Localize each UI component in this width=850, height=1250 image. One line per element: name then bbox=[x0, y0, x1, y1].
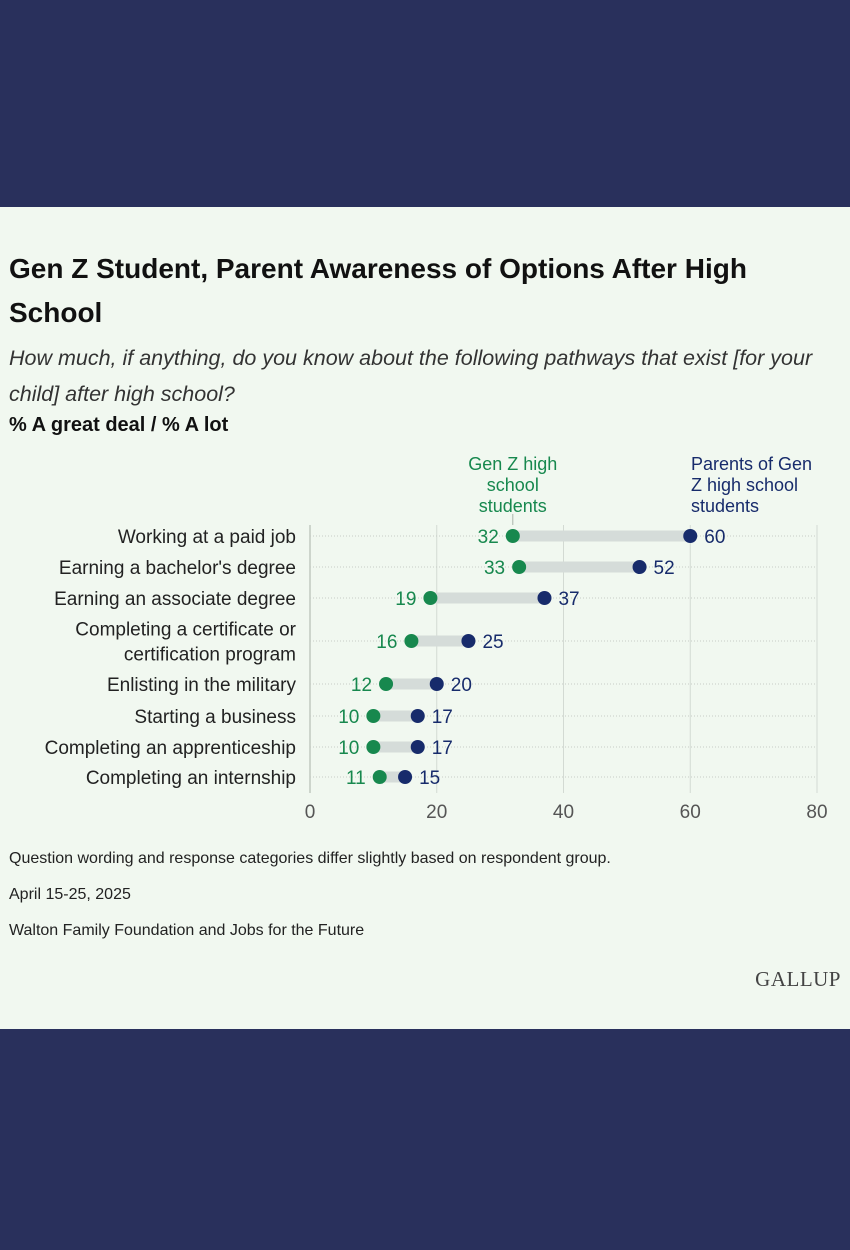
chart-title: Gen Z Student, Parent Awareness of Optio… bbox=[9, 253, 747, 328]
value-label-students: 10 bbox=[338, 738, 359, 759]
series-label-students: school bbox=[487, 475, 539, 495]
category-label: certification program bbox=[124, 645, 296, 666]
measure-label: % A great deal / % A lot bbox=[9, 414, 229, 436]
value-label-parents: 17 bbox=[432, 707, 453, 728]
category-label: Completing an internship bbox=[86, 768, 296, 789]
dot-students bbox=[404, 634, 419, 648]
x-tick-label: 60 bbox=[680, 802, 701, 823]
value-label-students: 12 bbox=[351, 675, 372, 696]
value-label-parents: 15 bbox=[419, 768, 440, 789]
value-label-students: 19 bbox=[395, 589, 416, 610]
dot-students bbox=[379, 677, 394, 691]
chart-subtitle: How much, if anything, do you know about… bbox=[9, 346, 813, 406]
series-label-students: students bbox=[479, 496, 547, 516]
category-label: Completing a certificate or bbox=[75, 620, 296, 641]
dot-parents bbox=[398, 770, 413, 784]
chart-card: Gen Z Student, Parent Awareness of Optio… bbox=[0, 207, 850, 1029]
dot-parents bbox=[683, 529, 698, 543]
value-label-parents: 20 bbox=[451, 675, 472, 696]
series-label-students: Gen Z high bbox=[468, 454, 557, 474]
dot-parents bbox=[632, 560, 647, 574]
value-label-parents: 52 bbox=[654, 558, 675, 579]
value-label-parents: 37 bbox=[558, 589, 579, 610]
x-tick-label: 40 bbox=[553, 802, 574, 823]
x-tick-label: 20 bbox=[426, 802, 447, 823]
dot-students bbox=[512, 560, 527, 574]
dot-parents bbox=[461, 634, 476, 648]
series-label-parents: students bbox=[691, 496, 759, 516]
dot-students bbox=[505, 529, 520, 543]
value-label-students: 32 bbox=[478, 527, 499, 548]
survey-date: April 15-25, 2025 bbox=[9, 886, 131, 903]
series-label-parents: Parents of Gen bbox=[691, 454, 812, 474]
dot-students bbox=[372, 770, 387, 784]
value-label-parents: 25 bbox=[482, 632, 503, 653]
dot-parents bbox=[537, 591, 552, 605]
category-label: Earning a bachelor's degree bbox=[59, 558, 296, 579]
value-label-students: 33 bbox=[484, 558, 505, 579]
category-label: Enlisting in the military bbox=[107, 675, 297, 696]
dot-parents bbox=[429, 677, 444, 691]
x-tick-label: 80 bbox=[806, 802, 827, 823]
value-label-parents: 17 bbox=[432, 738, 453, 759]
dot-students bbox=[366, 709, 381, 723]
series-label-parents: Z high school bbox=[691, 475, 798, 495]
question-wording-note: Question wording and response categories… bbox=[9, 850, 611, 867]
value-label-parents: 60 bbox=[704, 527, 725, 548]
x-tick-label: 0 bbox=[305, 802, 316, 823]
category-label: Working at a paid job bbox=[118, 527, 296, 548]
dot-students bbox=[366, 740, 381, 754]
value-label-students: 16 bbox=[376, 632, 397, 653]
value-label-students: 11 bbox=[346, 768, 366, 789]
gallup-logo: GALLUP bbox=[755, 967, 841, 991]
value-label-students: 10 bbox=[338, 707, 359, 728]
category-label: Completing an apprenticeship bbox=[45, 738, 296, 759]
dot-parents bbox=[410, 740, 425, 754]
source-note: Walton Family Foundation and Jobs for th… bbox=[9, 922, 365, 939]
category-label: Earning an associate degree bbox=[54, 589, 296, 610]
dot-parents bbox=[410, 709, 425, 723]
dot-students bbox=[423, 591, 438, 605]
category-label: Starting a business bbox=[134, 707, 296, 728]
